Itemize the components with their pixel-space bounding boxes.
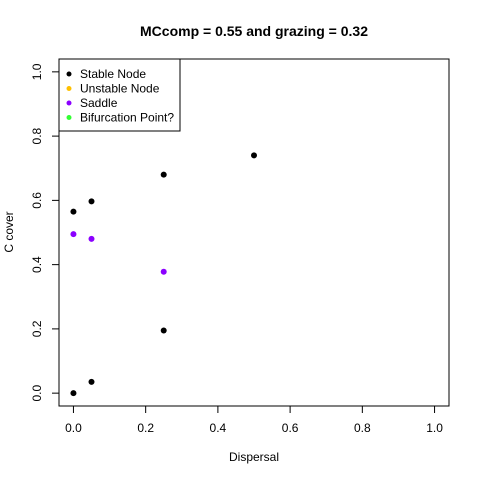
y-tick-label: 0.6 — [30, 192, 44, 209]
point-saddle — [70, 231, 77, 238]
y-tick-label: 1.0 — [30, 63, 44, 80]
legend-label: Saddle — [80, 96, 118, 110]
legend-label: Unstable Node — [80, 82, 160, 96]
y-axis-label: C cover — [2, 211, 16, 252]
x-tick-label: 0.0 — [65, 421, 82, 435]
x-axis: 0.0 0.2 0.4 0.6 0.8 1.0 — [65, 405, 443, 435]
point-saddle — [160, 268, 167, 275]
legend-label: Bifurcation Point? — [80, 111, 174, 125]
legend-label: Stable Node — [80, 67, 146, 81]
y-tick-label: 0.0 — [30, 384, 44, 401]
point-stable-node — [160, 327, 167, 334]
x-tick-label: 1.0 — [426, 421, 443, 435]
legend-marker — [66, 86, 72, 91]
x-tick-label: 0.4 — [210, 421, 227, 435]
legend-box — [58, 58, 181, 132]
point-stable-node — [70, 208, 77, 215]
data-points — [70, 152, 257, 397]
point-stable-node — [160, 171, 167, 178]
legend-marker — [66, 100, 72, 106]
y-tick-label: 0.2 — [30, 320, 44, 337]
legend-marker — [66, 115, 72, 120]
x-tick-label: 0.6 — [282, 421, 299, 435]
x-axis-label: Dispersal — [229, 450, 279, 464]
x-tick-label: 0.2 — [137, 421, 154, 435]
legend-marker — [66, 71, 72, 77]
x-tick-label: 0.8 — [354, 421, 371, 435]
chart-title: MCcomp = 0.55 and grazing = 0.32 — [140, 23, 368, 39]
point-stable-node — [88, 378, 95, 385]
point-stable-node — [251, 152, 257, 159]
point-stable-node — [88, 198, 95, 205]
y-axis: 0.0 0.2 0.4 0.6 0.8 1.0 — [30, 63, 60, 401]
point-saddle — [88, 235, 95, 242]
point-stable-node — [70, 390, 77, 397]
y-tick-label: 0.4 — [30, 256, 44, 273]
y-tick-label: 0.8 — [30, 127, 44, 144]
